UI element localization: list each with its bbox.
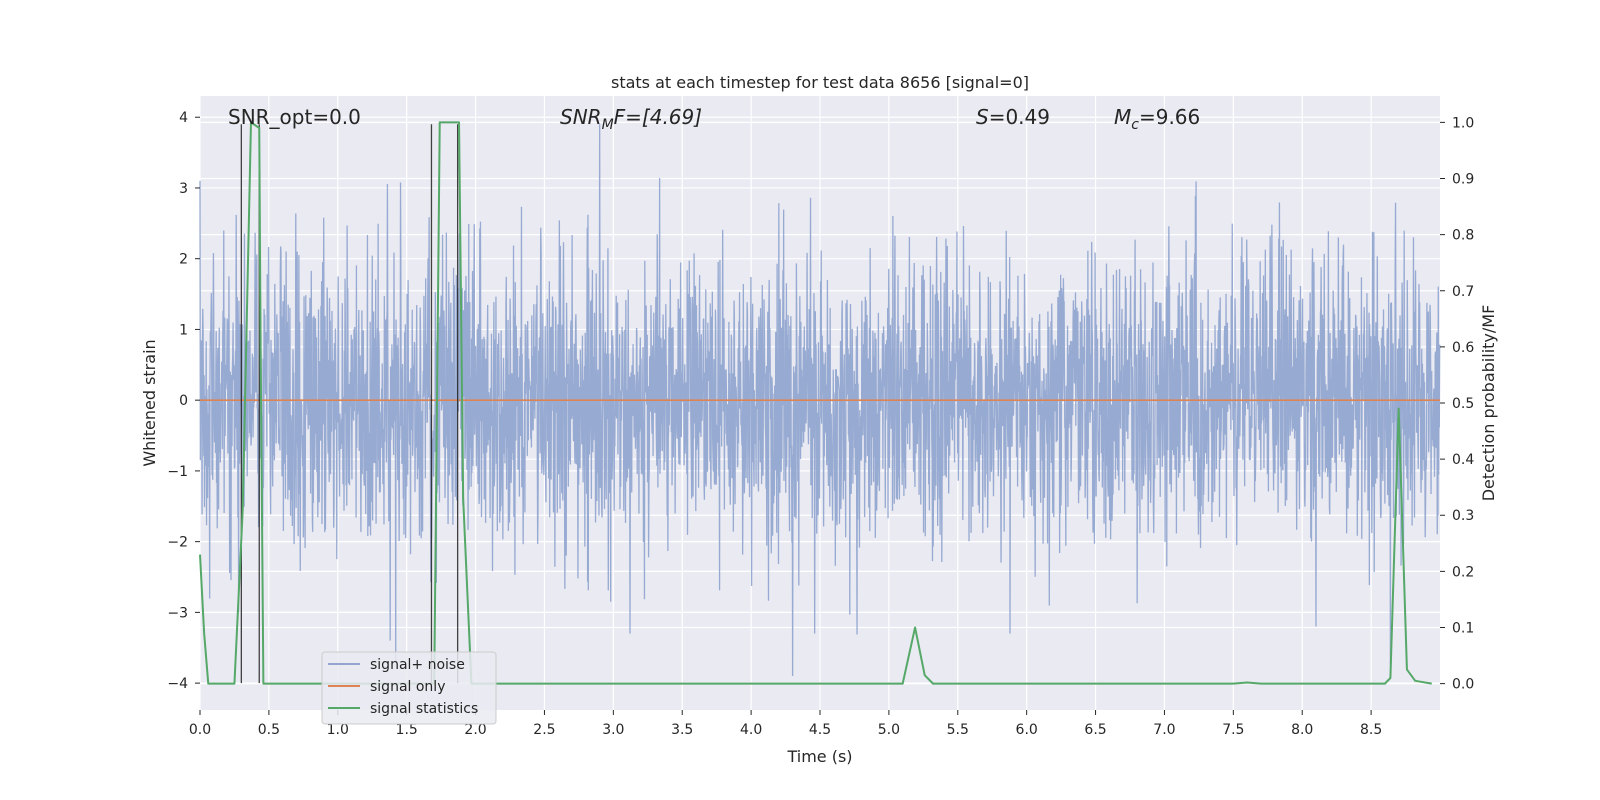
- y-right-tick-label-1: 0.9: [1452, 172, 1474, 188]
- annotation-mc: Mc=9.66: [1114, 105, 1200, 133]
- x-tick-label-14: 7.0: [1153, 722, 1175, 738]
- y-right-tick-label-5: 0.5: [1452, 396, 1474, 412]
- y-left-tick-label-0: 4: [179, 110, 188, 126]
- x-tick-label-16: 8.0: [1291, 722, 1313, 738]
- annotation-snr-mf-sub: M: [602, 117, 614, 133]
- annotation-s-italic: S: [976, 105, 989, 129]
- annotation-s: S=0.49: [976, 105, 1050, 129]
- y-left-tick-label-6: −2: [167, 535, 188, 551]
- annotation-snr-mf: SNRMF=[4.69]: [560, 105, 702, 133]
- annotation-snr-mf-main: SNR: [560, 105, 602, 129]
- y-right-tick-label-6: 0.4: [1452, 452, 1474, 468]
- annotation-mc-sub: c: [1131, 117, 1139, 133]
- x-axis-ticks: 0.0 0.5 1.0 1.5 2.0 2.5 3.0 3.5 4.0 4.5 5.0 5.5 6.0 6…: [189, 710, 1382, 738]
- x-tick-label-7: 3.5: [671, 722, 693, 738]
- x-tick-label-6: 3.0: [602, 722, 624, 738]
- y-right-tick-label-0: 1.0: [1452, 115, 1474, 131]
- y-right-tick-label-8: 0.2: [1452, 564, 1474, 580]
- x-tick-label-9: 4.5: [809, 722, 831, 738]
- y-right-tick-label-2: 0.8: [1452, 228, 1474, 244]
- y-left-axis-label: Whitened strain: [140, 339, 159, 466]
- x-axis-label: Time (s): [786, 747, 852, 766]
- x-tick-label-10: 5.0: [878, 722, 900, 738]
- y-left-tick-label-7: −3: [167, 605, 188, 621]
- y-left-tick-label-4: 0: [179, 393, 188, 409]
- x-tick-label-15: 7.5: [1222, 722, 1244, 738]
- x-tick-label-5: 2.5: [533, 722, 555, 738]
- x-tick-label-1: 0.5: [258, 722, 280, 738]
- x-tick-label-3: 1.5: [396, 722, 418, 738]
- legend: signal+ noise signal only signal statist…: [321, 651, 497, 725]
- y-left-tick-label-5: −1: [167, 464, 188, 480]
- series-signal-noise: [199, 124, 1441, 677]
- x-tick-label-0: 0.0: [189, 722, 211, 738]
- x-tick-label-2: 1.0: [327, 722, 349, 738]
- y-left-tick-label-2: 2: [179, 252, 188, 268]
- annotation-s-rest: =0.49: [989, 105, 1050, 129]
- signal-noise-line: [199, 124, 1441, 677]
- y-left-tick-label-3: 1: [179, 322, 188, 338]
- annotation-snr-opt: SNR_opt=0.0: [228, 105, 361, 129]
- y-right-axis-ticks: 1.0 0.9 0.8 0.7 0.6 0.5 0.4 0.3 0.2 0.1 0.0: [1440, 115, 1474, 693]
- x-tick-label-12: 6.0: [1016, 722, 1038, 738]
- y-right-tick-label-9: 0.1: [1452, 620, 1474, 636]
- x-tick-label-17: 8.5: [1360, 722, 1382, 738]
- annotation-mc-main: M: [1114, 105, 1131, 129]
- x-tick-label-8: 4.0: [740, 722, 762, 738]
- legend-label-signal-noise: signal+ noise: [370, 657, 465, 673]
- legend-box: [321, 651, 497, 725]
- x-tick-label-11: 5.5: [947, 722, 969, 738]
- y-right-tick-label-7: 0.3: [1452, 508, 1474, 524]
- x-tick-label-13: 6.5: [1084, 722, 1106, 738]
- legend-label-signal-only: signal only: [370, 679, 445, 695]
- chart-title: stats at each timestep for test data 865…: [611, 73, 1029, 92]
- legend-label-signal-statistics: signal statistics: [370, 701, 478, 717]
- annotation-snr-mf-rest: F=[4.69]: [614, 105, 702, 129]
- y-right-tick-label-3: 0.7: [1452, 284, 1474, 300]
- y-left-axis-ticks: 4 3 2 1 0 −1 −2 −3 −4: [167, 110, 200, 692]
- y-right-axis-label: Detection probability/MF: [1479, 305, 1498, 502]
- x-tick-label-4: 2.0: [464, 722, 486, 738]
- y-left-tick-label-8: −4: [167, 676, 188, 692]
- y-left-tick-label-1: 3: [179, 181, 188, 197]
- y-right-tick-label-10: 0.0: [1452, 677, 1474, 693]
- annotation-mc-rest: =9.66: [1139, 105, 1200, 129]
- y-right-tick-label-4: 0.6: [1452, 340, 1474, 356]
